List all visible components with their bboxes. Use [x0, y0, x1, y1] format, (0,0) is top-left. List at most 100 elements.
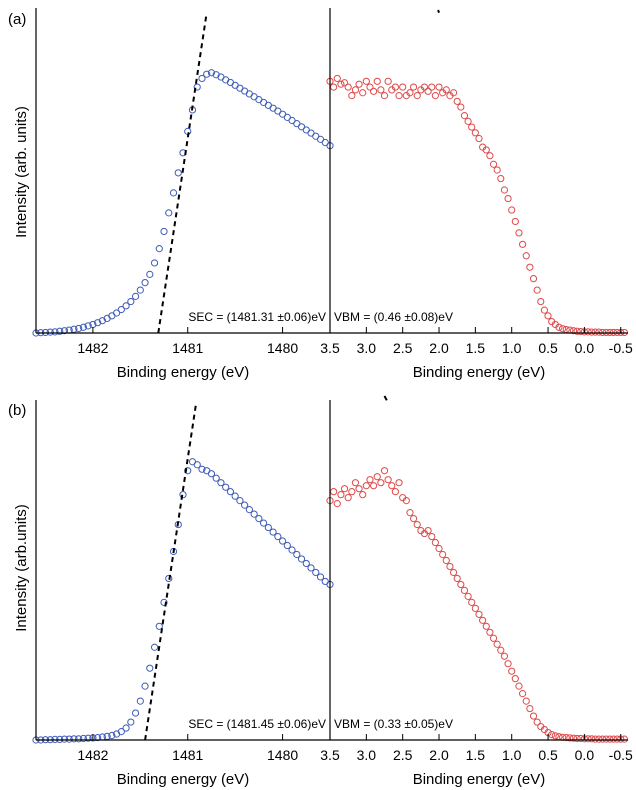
data-point: [391, 83, 400, 91]
data-point: [340, 79, 349, 87]
data-point: [468, 598, 476, 606]
sec-fit-line: [144, 401, 198, 741]
data-point: [351, 86, 360, 94]
data-point: [540, 306, 549, 314]
data-point: [46, 328, 54, 336]
data-point: [602, 735, 610, 743]
data-point: [127, 297, 135, 306]
x-tick-label: 3.0: [357, 747, 377, 763]
data-point: [351, 479, 360, 487]
data-point: [193, 83, 201, 91]
data-point: [377, 479, 385, 487]
data-point: [449, 568, 458, 577]
data-point: [384, 77, 392, 85]
x-tick-label: 2.5: [393, 340, 413, 356]
left-subplot: 1482 1481 1480 SEC = (1481.31 ±0.06)eV Bin…: [32, 12, 334, 381]
data-point: [431, 92, 439, 100]
data-point: [526, 263, 534, 271]
data-point: [302, 559, 310, 568]
data-point: [413, 92, 421, 100]
data-point: [508, 667, 516, 675]
x-tick-label: 1482: [77, 747, 108, 763]
data-point: [288, 546, 296, 554]
x-tick-label: 1481: [172, 747, 203, 763]
data-point: [355, 485, 363, 493]
x-tick-label: 1.0: [502, 340, 522, 356]
data-point: [504, 194, 512, 203]
data-point: [79, 323, 88, 331]
vbm-annotation: VBM = (0.46 ±0.08)eV: [334, 310, 453, 324]
data-point: [131, 292, 140, 300]
data-point: [479, 616, 487, 624]
x-tick-label: 1.5: [466, 340, 486, 356]
data-point: [136, 286, 144, 294]
data-point: [522, 697, 530, 705]
data-point: [117, 305, 125, 314]
data-point: [207, 470, 216, 478]
vbm-fit-line: [437, 9, 440, 14]
data-point: [566, 734, 574, 742]
data-point: [511, 217, 519, 226]
data-point: [122, 302, 130, 310]
data-point: [595, 735, 603, 743]
data-point: [160, 598, 168, 606]
x-tick-label: 0.5: [538, 340, 558, 356]
data-point: [316, 573, 325, 581]
data-point: [75, 324, 83, 333]
right-subplot: 3.5 3.0 2.5 2.0 1.5 1.0 0.5 0.0 -0.5 VBM = (0.46…: [320, 9, 633, 381]
data-point: [595, 328, 603, 336]
data-point: [424, 526, 432, 535]
data-point: [337, 491, 345, 499]
data-point: [486, 152, 494, 160]
data-point: [442, 86, 450, 94]
panel-label: (a): [8, 11, 26, 28]
data-point: [457, 103, 465, 111]
data-point: [493, 640, 501, 648]
data-point: [174, 169, 182, 177]
data-point: [380, 467, 389, 475]
data-point: [380, 92, 389, 100]
data-point: [348, 488, 356, 496]
left-x-axis-label: Binding energy (eV): [117, 364, 250, 381]
data-point: [203, 70, 211, 78]
data-point: [293, 550, 301, 559]
data-point: [79, 734, 88, 743]
data-point: [344, 494, 352, 502]
data-point: [146, 664, 154, 672]
data-point: [330, 488, 338, 496]
data-point: [406, 509, 414, 517]
data-point: [122, 724, 130, 732]
data-point: [217, 479, 225, 487]
data-point: [241, 501, 249, 509]
right-x-ticks: 3.5 3.0 2.5 2.0 1.5 1.0 0.5 0.0 -0.5: [320, 327, 633, 356]
data-point: [504, 660, 512, 668]
data-point: [395, 479, 403, 487]
data-point: [584, 328, 592, 336]
x-tick-label: -0.5: [609, 747, 633, 763]
data-point: [489, 634, 498, 642]
data-point: [584, 735, 592, 743]
x-tick-label: 1.5: [466, 747, 486, 763]
data-point: [117, 728, 125, 736]
data-point: [384, 476, 392, 484]
data-point: [399, 83, 407, 91]
data-point: [373, 77, 381, 85]
panel-label: (b): [8, 402, 26, 419]
data-point: [160, 227, 168, 236]
data-point: [446, 562, 454, 571]
data-point: [613, 735, 621, 743]
data-point: [94, 319, 102, 327]
data-point: [548, 731, 556, 739]
data-point: [409, 514, 418, 523]
data-point: [544, 312, 552, 320]
data-point: [486, 628, 494, 636]
data-point: [70, 325, 78, 333]
data-point: [274, 532, 282, 541]
data-point: [174, 520, 182, 529]
data-point: [577, 327, 585, 336]
data-point: [60, 327, 69, 335]
x-tick-label: -0.5: [609, 340, 633, 356]
panel-b: (b) Intensity (arb.units) 1482 1481 1480 S…: [8, 395, 633, 788]
data-point: [333, 74, 341, 83]
data-point: [591, 328, 599, 336]
